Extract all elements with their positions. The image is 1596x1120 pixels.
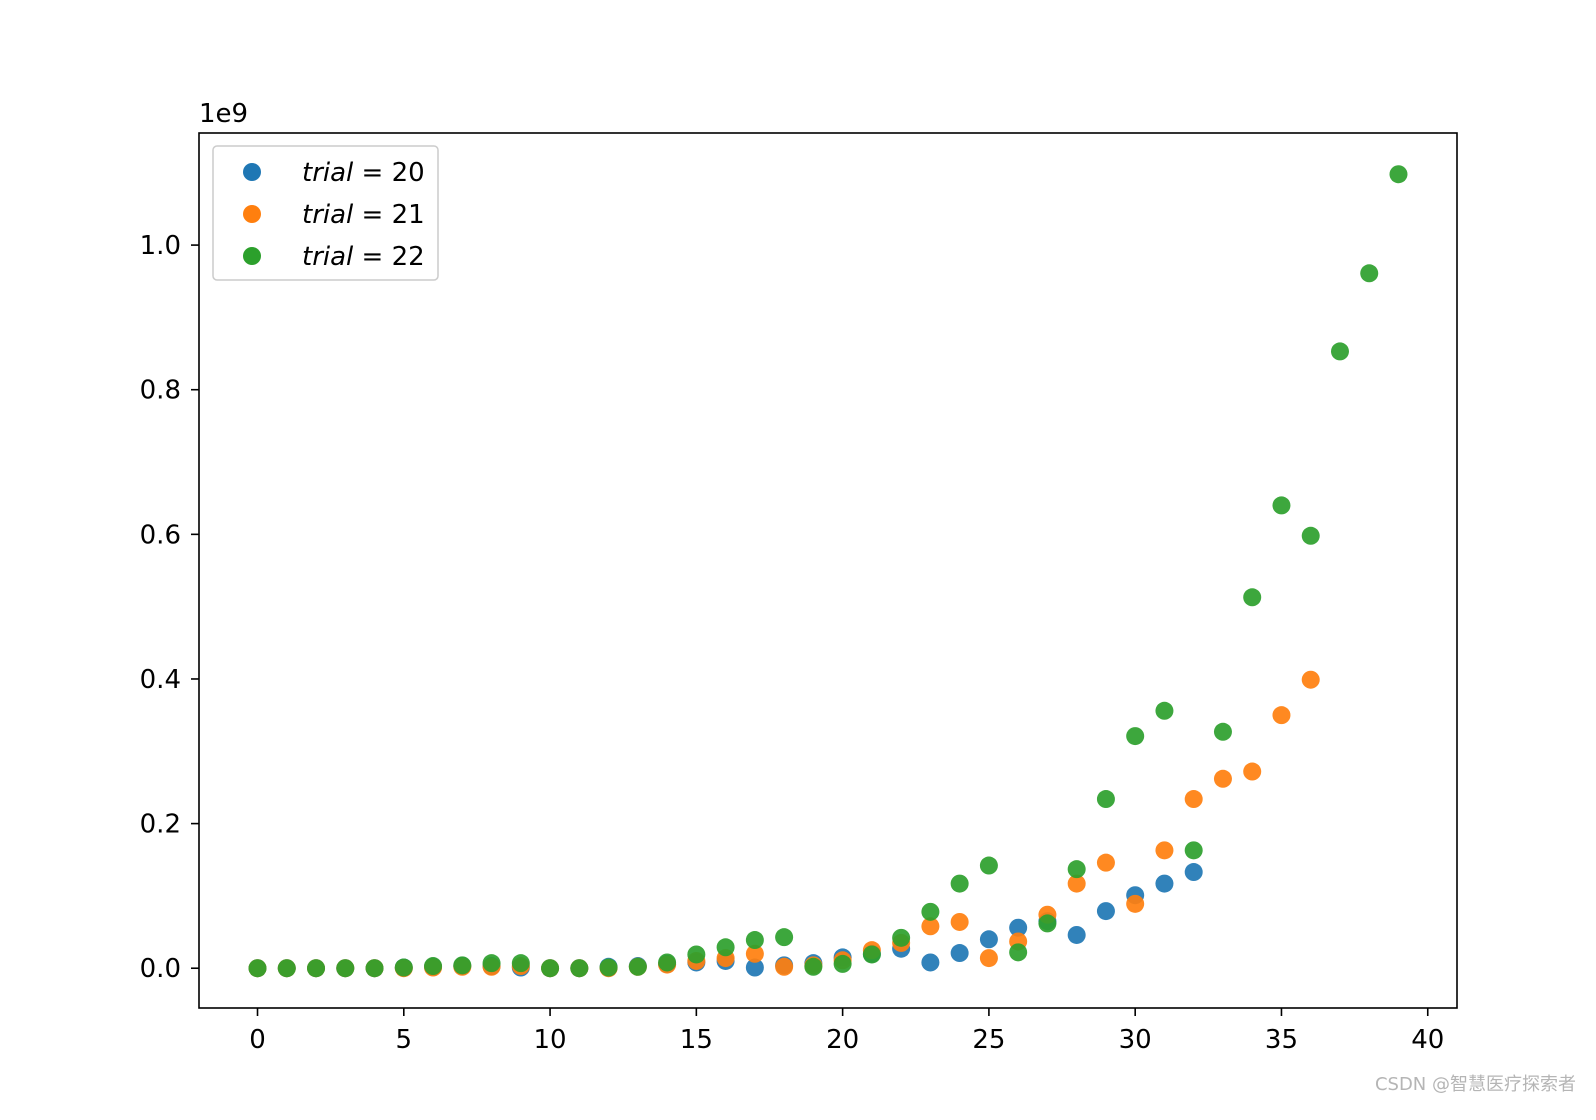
point-series-21-23	[921, 917, 940, 936]
y-axis: 0.0 0.2 0.4 0.6 0.8 1.0	[140, 231, 199, 984]
point-series-20-17	[745, 958, 764, 977]
point-series-22-27	[1038, 914, 1057, 933]
point-series-21-29	[1096, 853, 1115, 872]
x-tick-label: 10	[534, 1025, 567, 1055]
y-tick-label: 0.0	[140, 954, 181, 984]
point-series-22-38	[1360, 264, 1379, 283]
point-series-22-37	[1330, 342, 1349, 361]
point-series-21-28	[1067, 874, 1086, 893]
point-series-21-18	[775, 957, 794, 976]
point-series-22-18	[775, 928, 794, 947]
point-series-22-13	[628, 957, 647, 976]
point-series-22-17	[745, 931, 764, 950]
point-series-21-35	[1272, 706, 1291, 725]
point-series-22-22	[892, 928, 911, 947]
y-tick-label: 1.0	[140, 231, 181, 261]
point-series-22-16	[716, 938, 735, 957]
point-series-21-36	[1301, 670, 1320, 689]
point-series-22-3	[336, 959, 355, 978]
point-series-22-15	[687, 945, 706, 964]
point-series-22-12	[599, 958, 618, 977]
point-series-20-26	[1009, 918, 1028, 937]
x-tick-label: 15	[680, 1025, 713, 1055]
point-series-21-24	[950, 912, 969, 931]
point-series-22-25	[979, 856, 998, 875]
point-series-22-8	[482, 954, 501, 973]
y-tick-label: 0.8	[140, 376, 181, 406]
x-axis: 0 5 10 15 20 25 30 35 40	[249, 1008, 1444, 1055]
point-series-22-28	[1067, 860, 1086, 879]
y-tick-label: 0.4	[140, 665, 181, 695]
x-tick-label: 5	[396, 1025, 413, 1055]
point-series-21-34	[1243, 762, 1262, 781]
point-series-22-34	[1243, 588, 1262, 607]
point-series-20-25	[979, 930, 998, 949]
legend-label: trial = 20	[302, 158, 425, 188]
point-series-21-31	[1155, 841, 1174, 860]
point-series-21-30	[1126, 894, 1145, 913]
point-series-22-5	[394, 958, 413, 977]
point-series-21-33	[1213, 769, 1232, 788]
legend-label: trial = 22	[302, 242, 425, 272]
point-series-22-2	[307, 959, 326, 978]
point-series-22-6	[424, 957, 443, 976]
point-series-22-39	[1389, 165, 1408, 184]
watermark: CSDN @智慧医疗探索者	[1374, 1074, 1576, 1095]
legend-label: trial = 21	[302, 200, 425, 230]
point-series-20-29	[1096, 902, 1115, 921]
x-tick-label: 30	[1119, 1025, 1152, 1055]
point-series-20-23	[921, 953, 940, 972]
point-series-22-23	[921, 902, 940, 921]
legend: trial = 20 trial = 21 trial = 22	[212, 145, 439, 281]
y-offset-label: 1e9	[199, 99, 248, 129]
point-series-22-32	[1184, 841, 1203, 860]
point-series-22-30	[1126, 727, 1145, 746]
point-series-22-29	[1096, 790, 1115, 809]
point-series-22-35	[1272, 496, 1291, 515]
point-series-20-31	[1155, 874, 1174, 893]
point-series-22-0	[248, 959, 267, 978]
point-series-22-14	[658, 953, 677, 972]
y-tick-label: 0.2	[140, 810, 181, 840]
point-series-22-36	[1301, 526, 1320, 545]
axes-frame	[198, 132, 1458, 1009]
point-series-21-17	[745, 944, 764, 963]
x-tick-label: 20	[826, 1025, 859, 1055]
y-tick-label: 0.6	[140, 520, 181, 550]
point-series-20-24	[950, 944, 969, 963]
x-tick-label: 40	[1411, 1025, 1444, 1055]
point-series-22-33	[1213, 722, 1232, 741]
x-tick-label: 0	[249, 1025, 266, 1055]
legend-box	[212, 145, 439, 281]
legend-marker	[243, 205, 261, 223]
point-series-22-21	[862, 945, 881, 964]
x-tick-label: 25	[972, 1025, 1005, 1055]
point-series-22-9	[511, 954, 530, 973]
legend-marker	[243, 247, 261, 265]
point-series-22-26	[1009, 943, 1028, 962]
x-tick-label: 35	[1265, 1025, 1298, 1055]
point-series-20-28	[1067, 925, 1086, 944]
point-series-22-31	[1155, 701, 1174, 720]
point-series-21-25	[979, 949, 998, 968]
point-series-22-10	[541, 959, 560, 978]
point-series-21-32	[1184, 790, 1203, 809]
point-series-22-7	[453, 956, 472, 975]
legend-marker	[243, 163, 261, 181]
point-series-22-11	[570, 959, 589, 978]
point-series-22-4	[365, 959, 384, 978]
point-series-22-1	[277, 959, 296, 978]
series-22	[248, 165, 1408, 978]
point-series-22-20	[833, 954, 852, 973]
point-series-22-24	[950, 874, 969, 893]
point-series-20-32	[1184, 863, 1203, 882]
data-points	[248, 165, 1408, 978]
point-series-22-19	[804, 957, 823, 976]
